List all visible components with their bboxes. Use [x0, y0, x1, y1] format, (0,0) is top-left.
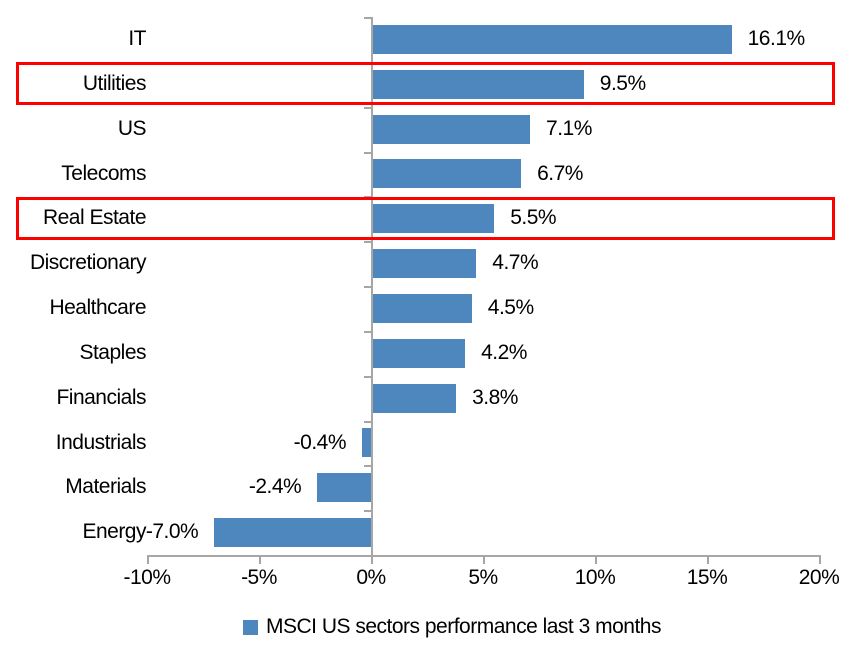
x-axis-tick — [819, 555, 821, 564]
y-axis-tick — [364, 286, 371, 288]
y-axis-tick — [364, 420, 371, 423]
x-tick-label: 5% — [468, 566, 498, 589]
y-axis-tick — [364, 510, 371, 513]
x-tick-label: -5% — [241, 566, 277, 589]
bar — [371, 69, 584, 99]
y-axis-line — [371, 17, 373, 557]
bar — [371, 24, 732, 54]
x-tick-label: 15% — [686, 566, 728, 589]
bar — [371, 293, 472, 323]
y-axis-tick — [364, 151, 371, 154]
category-label: Utilities — [82, 71, 147, 95]
value-label: -0.4% — [293, 430, 347, 454]
y-axis-tick — [364, 375, 371, 378]
value-label: 9.5% — [599, 71, 646, 95]
legend-label: MSCI US sectors performance last 3 month… — [266, 615, 661, 638]
y-axis-tick — [364, 106, 371, 109]
value-label: 6.7% — [537, 161, 583, 185]
category-label: Materials — [65, 475, 146, 499]
bar — [371, 159, 522, 189]
value-label: 4.2% — [481, 340, 527, 364]
x-tick-label: 20% — [798, 566, 840, 589]
value-label: 16.1% — [747, 27, 806, 50]
category-label: Financials — [56, 385, 146, 409]
value-label: -7.0% — [145, 520, 199, 544]
value-label: 5.5% — [510, 206, 557, 230]
legend: MSCI US sectors performance last 3 month… — [243, 613, 661, 641]
bar — [317, 473, 371, 503]
value-label: 7.1% — [546, 116, 592, 140]
bar — [362, 428, 371, 458]
category-label: Real Estate — [42, 206, 147, 230]
value-label: -2.4% — [248, 475, 302, 499]
x-axis-tick — [259, 555, 261, 564]
bar — [371, 204, 495, 234]
highlight-box — [16, 62, 835, 106]
x-axis-tick — [707, 555, 709, 564]
category-label: US — [117, 116, 147, 140]
category-label: Staples — [79, 340, 146, 364]
category-label: Healthcare — [49, 296, 146, 319]
x-axis-tick — [595, 555, 597, 564]
x-tick-label: 0% — [356, 566, 386, 589]
category-label: IT — [128, 27, 146, 50]
category-label: Industrials — [55, 430, 147, 454]
x-tick-label: 10% — [574, 566, 616, 589]
bar — [371, 114, 531, 144]
legend-marker-square-icon — [243, 619, 258, 635]
x-axis-tick — [483, 555, 485, 564]
value-label: 4.7% — [492, 251, 539, 275]
x-axis-tick — [147, 555, 149, 564]
bar — [371, 338, 466, 368]
x-tick-label: -10% — [123, 566, 171, 589]
highlight-box — [16, 196, 835, 240]
category-label: Telecoms — [61, 161, 146, 185]
value-label: 3.8% — [472, 385, 518, 409]
category-label: Energy — [82, 520, 146, 544]
y-axis-tick — [364, 17, 371, 19]
bar — [371, 383, 457, 413]
x-axis-tick — [371, 555, 373, 564]
category-label: Discretionary — [29, 251, 147, 275]
bar — [371, 249, 477, 279]
y-axis-tick — [364, 241, 371, 244]
bar — [214, 518, 371, 548]
y-axis-tick — [364, 465, 371, 468]
y-axis-tick — [364, 330, 371, 333]
value-label: 4.5% — [487, 296, 534, 319]
